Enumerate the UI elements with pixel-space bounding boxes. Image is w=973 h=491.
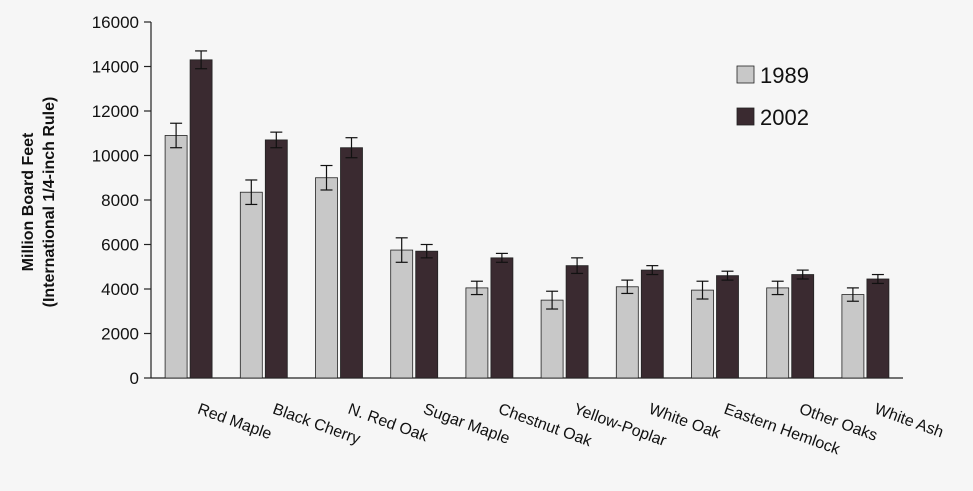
legend-label: 2002 xyxy=(760,105,809,130)
y-axis-title-line1: Million Board Feet xyxy=(20,132,37,271)
bar-2002-white-oak xyxy=(640,269,664,379)
y-tick-label: 6000 xyxy=(101,236,139,255)
y-tick-label: 10000 xyxy=(92,147,139,166)
bar-1989-white-oak xyxy=(615,286,639,379)
bar-2002-eastern-hemlock xyxy=(716,275,739,379)
y-tick-label: 12000 xyxy=(92,102,139,121)
bar-2002-chestnut-oak xyxy=(490,257,514,379)
y-axis-title: Million Board Feet (International 1/4-in… xyxy=(20,97,58,308)
bar-1989-eastern-hemlock xyxy=(691,289,714,379)
bar-1989-n-red-oak xyxy=(315,177,338,379)
y-tick-label: 14000 xyxy=(92,58,139,77)
legend-swatch-2002 xyxy=(736,107,755,126)
y-tick-label: 8000 xyxy=(101,191,139,210)
bar-2002-red-maple xyxy=(189,59,213,379)
y-axis-title-line2: (International 1/4-inch Rule) xyxy=(41,97,58,308)
bar-2002-n-red-oak xyxy=(340,147,363,379)
bar-1989-yellow-poplar xyxy=(540,299,564,379)
y-ticks: 0 2000 4000 6000 8000 10000 12000 14000 16000 xyxy=(92,13,151,388)
bar-2002-sugar-maple xyxy=(415,250,439,379)
bar-1989-black-cherry xyxy=(239,191,263,379)
x-category-label: White Ash xyxy=(872,401,946,442)
bar-2002-other-oaks xyxy=(791,274,815,379)
bar-2002-black-cherry xyxy=(264,139,288,379)
bar-1989-sugar-maple xyxy=(390,249,414,379)
y-tick-label: 16000 xyxy=(92,13,139,32)
legend: 1989 2002 xyxy=(721,49,826,141)
y-tick-label: 2000 xyxy=(101,325,139,344)
legend-label: 1989 xyxy=(760,63,809,88)
bars xyxy=(164,50,890,379)
y-tick-label: 0 xyxy=(130,369,139,388)
bar-2002-yellow-poplar xyxy=(565,265,589,379)
bar-1989-red-maple xyxy=(164,135,188,379)
bar-1989-other-oaks xyxy=(766,287,790,379)
bar-1989-white-ash xyxy=(841,294,865,379)
bar-1989-chestnut-oak xyxy=(465,287,489,379)
bar-2002-white-ash xyxy=(866,278,890,379)
x-category-label: Red Maple xyxy=(195,401,274,443)
y-tick-label: 4000 xyxy=(101,280,139,299)
legend-swatch-1989 xyxy=(736,65,755,84)
